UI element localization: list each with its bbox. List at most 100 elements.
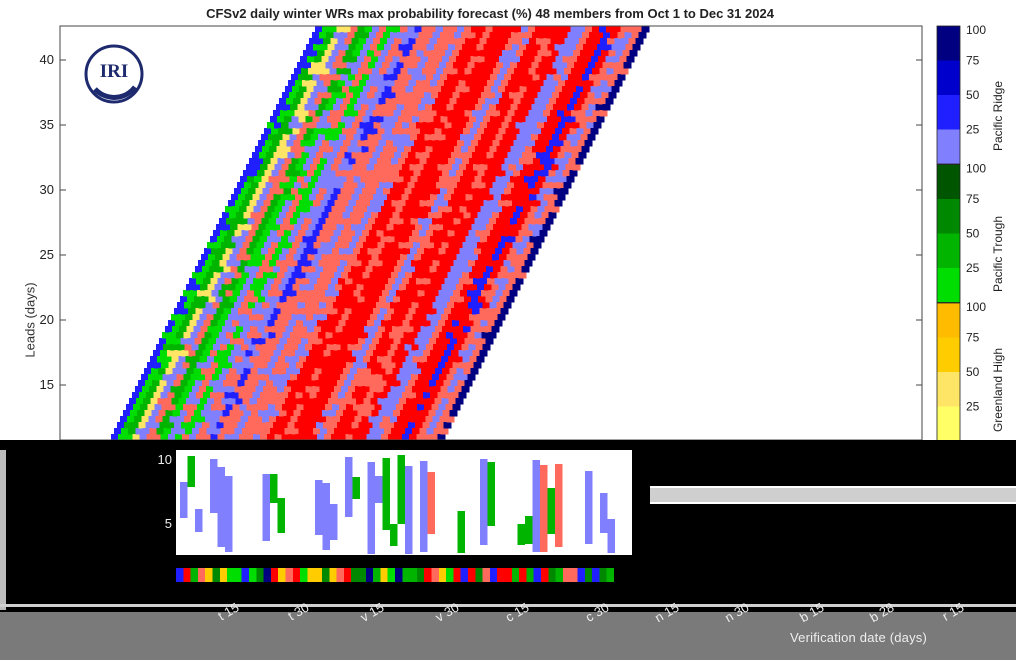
heatmap-cell	[271, 368, 280, 375]
heatmap-cell	[265, 338, 274, 345]
heatmap-cell	[373, 278, 382, 285]
heatmap-cell	[503, 302, 512, 309]
colorbar-group-frame	[936, 25, 961, 165]
heatmap-cell	[339, 290, 347, 297]
heatmap-cell	[520, 56, 528, 63]
heatmap-cell	[429, 422, 438, 429]
heatmap-cell	[579, 50, 588, 57]
heatmap-cell	[320, 398, 329, 405]
heatmap-cell	[441, 284, 450, 291]
heatmap-cell	[141, 374, 149, 381]
heatmap-cell	[389, 176, 397, 183]
heatmap-cell	[449, 254, 458, 261]
heatmap-cell	[284, 314, 293, 321]
heatmap-cell	[364, 140, 373, 147]
heatmap-cell	[362, 428, 371, 435]
heatmap-cell	[424, 92, 432, 99]
heatmap-cell	[322, 26, 330, 33]
heatmap-cell	[302, 320, 311, 327]
heatmap-cell	[297, 146, 306, 153]
heatmap-cell	[395, 248, 404, 255]
heatmap-cell	[424, 62, 433, 69]
heatmap-cell	[390, 272, 399, 279]
heatmap-cell	[288, 320, 297, 327]
heatmap-cell	[317, 290, 326, 297]
heatmap-cell	[263, 242, 272, 249]
heatmap-cell	[331, 50, 340, 57]
heatmap-cell	[215, 410, 223, 417]
heatmap-cell	[222, 338, 231, 345]
heatmap-cell	[173, 380, 182, 387]
heatmap-cell	[266, 194, 275, 201]
y-tick-label: 35	[40, 117, 54, 132]
heatmap-cell	[202, 422, 210, 429]
heatmap-cell	[556, 26, 565, 33]
heatmap-cell	[204, 248, 212, 255]
heatmap-cell	[302, 122, 311, 129]
heatmap-cell	[136, 398, 144, 405]
heatmap-cell	[275, 134, 283, 141]
heatmap-cell	[265, 224, 274, 231]
heatmap-cell	[282, 218, 291, 225]
initial-condition-strip-cell	[460, 568, 469, 582]
heatmap-cell	[219, 218, 227, 225]
heatmap-cell	[552, 134, 560, 141]
heatmap-cell	[394, 194, 402, 201]
heatmap-cell	[406, 212, 415, 219]
heatmap-cell	[499, 26, 508, 33]
initial-condition-strip-cell	[278, 568, 286, 582]
heatmap-cell	[370, 356, 378, 363]
chart-title: CFSv2 daily winter WRs max probability f…	[206, 6, 774, 21]
colorbar-tick-label: 75	[966, 192, 980, 206]
heatmap-cell	[461, 230, 470, 237]
heatmap-cell	[289, 332, 298, 339]
heatmap-cell	[366, 80, 374, 87]
heatmap-cell	[468, 74, 477, 81]
heatmap-cell	[488, 176, 497, 183]
heatmap-cell	[463, 212, 472, 219]
heatmap-cell	[188, 422, 196, 429]
heatmap-cell	[575, 158, 584, 165]
heatmap-cell	[334, 272, 342, 279]
heatmap-cell	[455, 128, 464, 135]
heatmap-cell	[382, 374, 391, 381]
heatmap-cell	[321, 254, 330, 261]
heatmap-cell	[234, 188, 242, 195]
heatmap-cell	[595, 62, 603, 69]
heatmap-cell	[517, 32, 526, 39]
heatmap-cell	[281, 320, 290, 327]
heatmap-cell	[324, 206, 333, 213]
heatmap-cell	[478, 296, 486, 303]
heatmap-cell	[537, 92, 546, 99]
heatmap-cell	[606, 26, 614, 33]
heatmap-cell	[529, 38, 537, 45]
heatmap-cell	[526, 128, 535, 135]
heatmap-cell	[472, 308, 480, 315]
heatmap-cell	[453, 176, 461, 183]
heatmap-cell	[565, 50, 574, 57]
heatmap-cell	[296, 176, 305, 183]
initial-condition-strip-cell	[285, 568, 293, 582]
heatmap-cell	[264, 170, 272, 177]
heatmap-cell	[233, 218, 241, 225]
heatmap-cell	[211, 332, 220, 339]
initial-condition-strip-cell	[475, 568, 483, 582]
heatmap-cell	[381, 404, 390, 411]
heatmap-cell	[314, 254, 323, 261]
heatmap-cell	[372, 38, 381, 45]
heatmap-cell	[267, 122, 275, 129]
heatmap-cell	[221, 284, 230, 291]
heatmap-cell	[287, 266, 295, 273]
heatmap-cell	[559, 176, 568, 183]
heatmap-cell	[345, 434, 353, 441]
heatmap-cell	[259, 392, 268, 399]
heatmap-cell	[460, 218, 469, 225]
y-tick-label: 15	[40, 377, 54, 392]
heatmap-cell	[491, 242, 499, 249]
heatmap-cell	[406, 368, 415, 375]
heatmap-cell	[441, 200, 449, 207]
heatmap-cell	[444, 350, 452, 357]
heatmap-cell	[249, 356, 258, 363]
heatmap-cell	[266, 422, 274, 429]
heatmap-cell	[231, 278, 240, 285]
